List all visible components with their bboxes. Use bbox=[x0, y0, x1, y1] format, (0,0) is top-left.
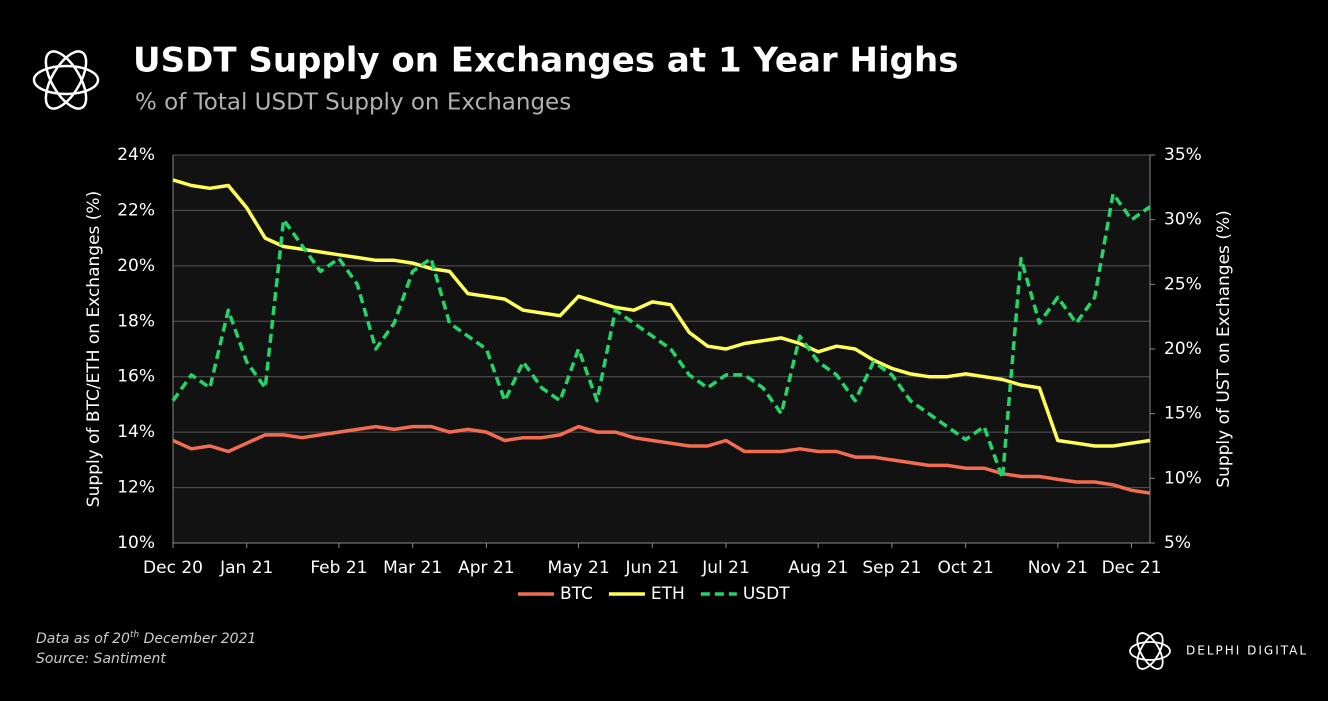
x-tick-label: Sep 21 bbox=[862, 558, 921, 578]
x-tick-label: Jun 21 bbox=[624, 558, 679, 578]
y-tick-label: 12% bbox=[117, 478, 155, 498]
y-tick-label: 10% bbox=[117, 533, 155, 553]
note: Data as of 20th December 2021 bbox=[36, 630, 256, 648]
source: Source: Santiment bbox=[36, 651, 166, 667]
x-tick-label: Nov 21 bbox=[1028, 558, 1088, 578]
y-tick-label: 24% bbox=[117, 145, 155, 165]
y-tick-label: 20% bbox=[117, 256, 155, 276]
y2-tick-label: 30% bbox=[1164, 210, 1202, 230]
x-tick-label: Dec 21 bbox=[1102, 558, 1162, 578]
note-text: Data as of 20 bbox=[36, 631, 130, 647]
brand-logo bbox=[1129, 632, 1171, 670]
y2-tick-label: 15% bbox=[1164, 404, 1202, 424]
x-tick-label: Oct 21 bbox=[937, 558, 993, 578]
x-tick-label: Jan 21 bbox=[219, 558, 273, 578]
y2-tick-label: 10% bbox=[1164, 468, 1202, 488]
y2-tick-label: 5% bbox=[1164, 533, 1191, 553]
note-superscript: th bbox=[130, 630, 140, 640]
y2-tick-label: 35% bbox=[1164, 145, 1202, 165]
y-tick-label: 18% bbox=[117, 311, 155, 331]
x-tick-label: Feb 21 bbox=[310, 558, 367, 578]
x-tick-label: Aug 21 bbox=[788, 558, 848, 578]
y-tick-label: 14% bbox=[117, 422, 155, 442]
x-tick-label: May 21 bbox=[547, 558, 609, 578]
plot-area bbox=[173, 155, 1150, 543]
y2-axis-label: Supply of UST on Exchanges (%) bbox=[1214, 210, 1234, 487]
line-eth bbox=[172, 178, 1151, 448]
y-tick-label: 16% bbox=[117, 367, 155, 387]
subtitle: % of Total USDT Supply on Exchanges bbox=[135, 90, 571, 116]
y-axis-label: Supply of BTC/ETH on Exchanges (%) bbox=[84, 191, 104, 507]
y2-tick-label: 20% bbox=[1164, 339, 1202, 359]
logo bbox=[32, 50, 100, 110]
x-tick-label: Dec 20 bbox=[143, 558, 203, 578]
title: USDT Supply on Exchanges at 1 Year Highs bbox=[133, 41, 958, 81]
x-tick-label: Jul 21 bbox=[701, 558, 750, 578]
legend-label: ETH bbox=[651, 584, 685, 604]
y2-tick-label: 25% bbox=[1164, 274, 1202, 294]
legend-label: USDT bbox=[743, 584, 790, 604]
y-tick-label: 22% bbox=[117, 200, 155, 220]
x-tick-label: Mar 21 bbox=[383, 558, 442, 578]
x-tick-label: Apr 21 bbox=[458, 558, 514, 578]
note-text: December 2021 bbox=[139, 631, 256, 647]
brand: DELPHI DIGITAL bbox=[1186, 644, 1308, 658]
legend-label: BTC bbox=[560, 584, 593, 604]
line-usdt bbox=[171, 192, 1152, 481]
line-btc bbox=[172, 424, 1151, 495]
